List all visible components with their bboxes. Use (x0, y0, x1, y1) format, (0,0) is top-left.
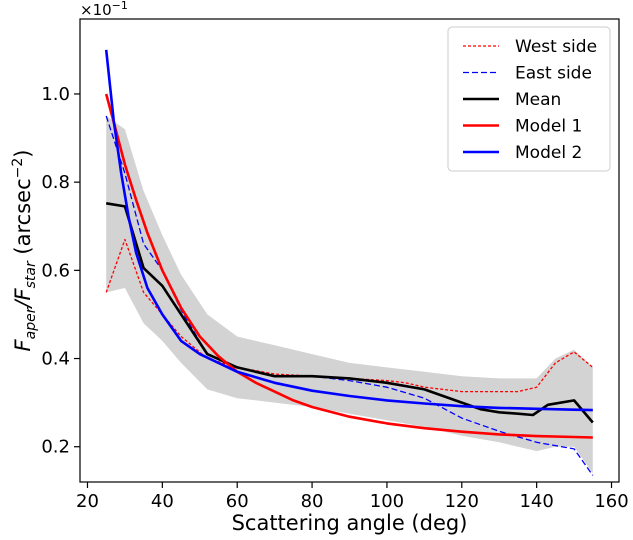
y-multiplier-base: ×10 (80, 1, 112, 19)
series-line-mean (105, 202, 594, 424)
legend: West side East side Mean Model 1 Model 2 (447, 26, 611, 172)
y-title-slash: /F (11, 287, 35, 309)
legend-label-model-2: Model 2 (515, 143, 582, 163)
y-multiplier-exponent: −1 (112, 0, 128, 12)
y-tick-label: 0.4 (41, 349, 70, 370)
x-tick-label: 60 (226, 491, 249, 512)
y-tick-label: 1.0 (41, 84, 70, 105)
x-tick-label: 20 (76, 491, 99, 512)
x-tick-label: 140 (519, 491, 553, 512)
x-tick-label: 120 (445, 491, 479, 512)
y-title-sub2: star (23, 260, 39, 288)
y-tick-label: 0.2 (41, 437, 70, 458)
plot-area (104, 49, 594, 476)
y-title-units-close: ) (11, 150, 35, 158)
x-tick-label: 40 (151, 491, 174, 512)
x-tick-label: 100 (370, 491, 404, 512)
legend-label-model-1: Model 1 (515, 117, 582, 137)
x-tick-label: 160 (594, 491, 628, 512)
uncertainty-band (106, 116, 593, 474)
series-line-model-2 (104, 49, 593, 412)
y-title-sub1: aper (23, 306, 39, 339)
legend-box (447, 26, 611, 172)
legend-entries: West side East side Mean Model 1 Model 2 (463, 37, 597, 163)
y-title-units-exp: −2 (10, 158, 26, 179)
y-axis-multiplier: ×10−1 (80, 0, 128, 19)
series-line-model-1 (104, 93, 593, 439)
x-axis-title: Scattering angle (deg) (232, 511, 468, 535)
y-axis: 0.2 0.4 0.6 0.8 1.0 (41, 84, 80, 458)
y-title-f1: F (11, 338, 35, 351)
y-tick-label: 0.6 (41, 260, 70, 281)
y-title-units: (arcsec (11, 178, 35, 261)
legend-label-west-side: West side (515, 37, 597, 57)
y-tick-label: 0.8 (41, 172, 70, 193)
x-tick-label: 80 (301, 491, 324, 512)
legend-label-mean: Mean (515, 90, 561, 110)
y-axis-title: Faper/Fstar (arcsec−2) (10, 150, 39, 352)
legend-label-east-side: East side (515, 64, 592, 84)
x-axis: 20 40 60 80 100 120 140 160 (76, 482, 629, 512)
plot-frame (79, 18, 620, 483)
